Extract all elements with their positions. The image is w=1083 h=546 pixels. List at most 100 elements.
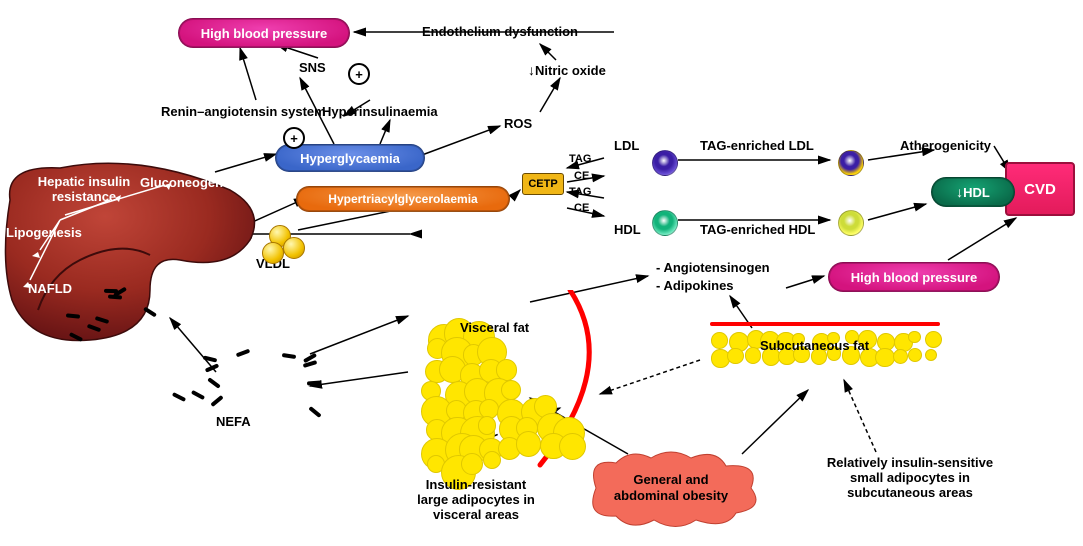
label-ros-text: ROS [504,116,532,131]
label-athero-text: Atherogenicity [900,138,991,153]
fat-cell-icon [925,349,937,361]
label-hepatic-text: Hepatic insulinresistance [38,174,130,204]
label-gluconeo-text: Gluconeogenesis [140,175,248,190]
label-ce2-text: CE [574,202,589,214]
ldl-ball-icon [652,150,678,176]
nefa-mark-icon [207,377,221,388]
label-ce2: CE [574,202,589,214]
label-hepatic: Hepatic insulinresistance [24,175,144,205]
label-tag_ldl: TAG-enriched LDL [700,138,814,153]
nefa-mark-icon [104,289,118,293]
label-tag2-text: TAG [569,186,591,198]
plus-icon: + [348,63,370,85]
obesity-label: General andabdominal obesity [614,472,728,503]
label-lipogen-text: Lipogenesis [6,225,82,240]
fat-cell-icon [908,331,920,343]
nefa-mark-icon [307,381,321,386]
label-ros: ROS [504,116,532,131]
cetp-box: CETP [522,173,564,195]
fat-cell-icon [875,348,894,367]
label-nafld-text: NAFLD [28,281,72,296]
label-adipok-text: - Adipokines [656,278,734,293]
label-ldl-text: LDL [614,138,639,153]
fat-cell-icon [516,431,542,457]
fat-cell-icon [727,348,743,364]
tag_hdl-ball-icon [838,210,864,236]
hdl_down-pill: ↓ HDL [931,177,1015,207]
hdl-ball-icon [652,210,678,236]
label-tag_hdl: TAG-enriched HDL [700,222,815,237]
hbp_top-label: High blood pressure [201,26,327,41]
label-ins_sens-text: Relatively insulin-sensitivesmall adipoc… [827,455,993,500]
nefa-mark-icon [308,406,321,418]
fat-cell-icon [908,348,922,362]
label-subfat-text: Subcutaneous fat [760,338,869,353]
label-endothelium-text: Endothelium dysfunction [422,24,578,39]
fat-cell-icon [483,451,501,469]
fat-cell-icon [496,359,517,380]
hbp_right-pill: High blood pressure [828,262,1000,292]
label-ce1-text: CE [574,170,589,182]
fat-cell-icon [461,453,484,476]
label-renin-text: Renin–angiotensin system [161,104,326,119]
plus-icon: + [283,127,305,149]
fat-cell-icon [893,349,908,364]
label-sns: SNS [299,60,326,75]
label-adipok: - Adipokines [656,278,734,293]
label-nefa-text: NEFA [216,414,251,429]
nefa-mark-icon [205,363,219,372]
label-nefa: NEFA [216,414,251,429]
label-tag2: TAG [569,186,591,198]
label-ce1: CE [574,170,589,182]
label-tag1: TAG [569,153,591,165]
tag_ldl-ball-icon [838,150,864,176]
fat-cell-icon [711,332,728,349]
label-angio: - Angiotensinogen [656,260,770,275]
hypertri-pill: Hypertriacylglycerolaemia [296,186,510,212]
label-tag_hdl-text: TAG-enriched HDL [700,222,815,237]
vldl-ball-icon [283,237,305,259]
label-renin: Renin–angiotensin system [161,104,326,119]
label-nitric: ↓Nitric oxide [528,62,606,78]
down-arrow-icon: ↓ [528,62,535,78]
label-ins_sens: Relatively insulin-sensitivesmall adipoc… [800,456,1020,501]
cvd-label: CVD [1024,181,1056,198]
label-visceral: Visceral fat [460,320,529,335]
vldl-ball-icon [262,242,284,264]
nefa-mark-icon [210,395,223,407]
obesity-cloud: General andabdominal obesity [576,448,766,528]
cvd-box: CVD [1005,162,1075,216]
label-gluconeo: Gluconeogenesis [140,175,248,190]
nefa-mark-icon [202,355,217,362]
fat-cell-icon [478,416,497,435]
label-ins_res-text: Insulin-resistantlarge adipocytes invisc… [417,477,535,522]
down-arrow-icon: ↓ [956,184,963,200]
nefa-mark-icon [282,353,296,359]
label-tag_ldl-text: TAG-enriched LDL [700,138,814,153]
cetp-label: CETP [528,178,557,190]
label-visceral-text: Visceral fat [460,320,529,335]
fat-cell-icon [745,347,762,364]
label-lipogen: Lipogenesis [6,225,82,240]
label-nafld: NAFLD [28,281,72,296]
label-angio-text: - Angiotensinogen [656,260,770,275]
hbp_right-label: High blood pressure [851,270,977,285]
label-hyperins-text: Hyperinsulinaemia [322,104,438,119]
hdl_down-label: HDL [963,185,990,200]
hypertri-label: Hypertriacylglycerolaemia [328,192,477,206]
label-ins_res: Insulin-resistantlarge adipocytes invisc… [386,478,566,523]
label-endothelium: Endothelium dysfunction [422,24,578,39]
label-ldl: LDL [614,138,639,153]
nefa-mark-icon [66,313,80,318]
label-hdl_lbl-text: HDL [614,222,641,237]
fat-cell-icon [925,331,942,348]
label-hdl_lbl: HDL [614,222,641,237]
label-tag1-text: TAG [569,153,591,165]
label-athero: Atherogenicity [900,138,991,153]
nefa-mark-icon [191,390,205,400]
label-subfat: Subcutaneous fat [760,338,869,353]
label-sns-text: SNS [299,60,326,75]
nefa-mark-icon [172,392,186,402]
label-hyperins: Hyperinsulinaemia [322,104,438,119]
hyperglycaemia-label: Hyperglycaemia [300,151,400,166]
